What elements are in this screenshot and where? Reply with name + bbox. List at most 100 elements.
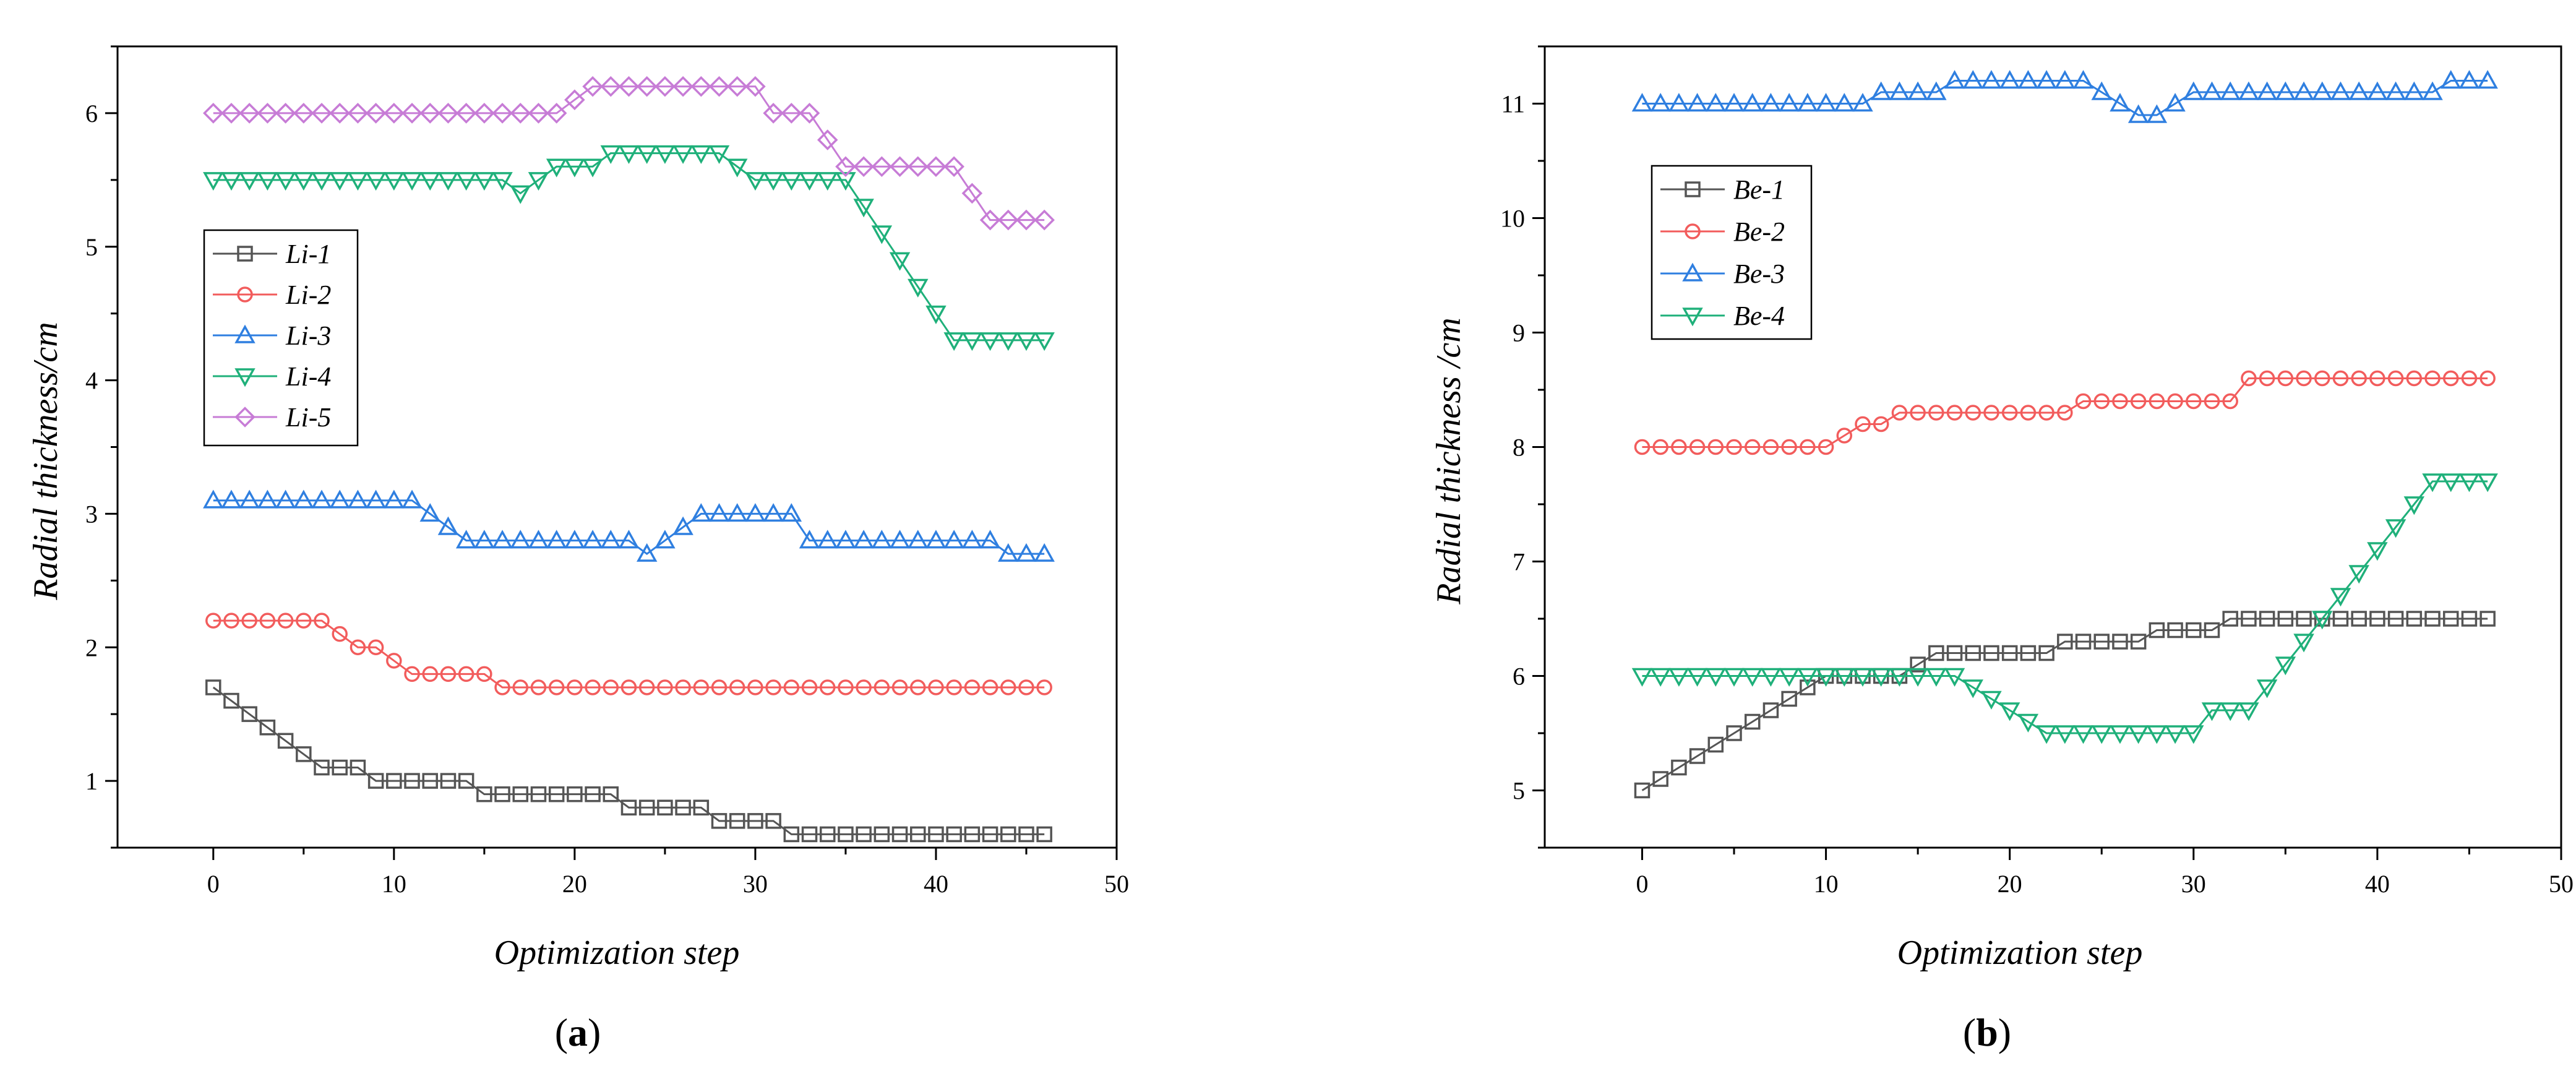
data-point (799, 530, 820, 549)
x-tick-label: 50 (1104, 870, 1129, 898)
series-line-li-4 (213, 152, 1045, 342)
x-tick-label: 30 (2181, 870, 2206, 898)
data-point (2275, 81, 2296, 100)
data-point (241, 613, 257, 629)
data-point (961, 530, 983, 549)
data-point (474, 172, 495, 191)
data-point (2422, 473, 2443, 493)
data-point (476, 666, 492, 682)
y-tick-label: 2 (85, 634, 98, 661)
data-point (582, 530, 603, 549)
data-point (2387, 611, 2404, 627)
data-point (907, 156, 929, 178)
data-point (799, 103, 820, 124)
data-point (350, 759, 366, 776)
data-point (2057, 405, 2073, 421)
data-point (1797, 93, 1818, 112)
data-point (1999, 702, 2020, 721)
data-point (329, 103, 350, 124)
data-point (419, 172, 440, 191)
data-point (2001, 405, 2018, 421)
data-point (347, 489, 369, 509)
data-point (564, 158, 585, 178)
data-point (494, 679, 510, 695)
data-point (1668, 93, 1689, 112)
data-point (2093, 393, 2110, 410)
data-point (2220, 81, 2241, 100)
data-point (2017, 70, 2039, 89)
data-point (422, 773, 438, 789)
data-point (2146, 104, 2168, 123)
data-point (1652, 771, 1668, 787)
data-point (2406, 611, 2423, 627)
data-point (528, 103, 549, 124)
series-be-3 (1631, 70, 2498, 123)
data-point (1000, 679, 1016, 695)
data-point (1891, 405, 1908, 421)
data-point (801, 826, 818, 843)
data-point (455, 530, 477, 549)
data-point (1724, 668, 1745, 687)
x-tick-label: 20 (562, 870, 587, 898)
data-point (856, 826, 872, 843)
data-point (943, 332, 964, 351)
data-point (2001, 645, 2018, 661)
data-point (817, 129, 838, 150)
data-point (564, 89, 585, 111)
data-point (2256, 81, 2278, 100)
data-point (2330, 81, 2351, 100)
data-point (1965, 645, 1981, 661)
data-point (2477, 70, 2498, 89)
data-point (853, 156, 874, 178)
data-point (492, 172, 513, 191)
data-point (474, 530, 495, 549)
data-point (2406, 370, 2423, 387)
data-point (838, 679, 854, 695)
data-point (1762, 439, 1779, 455)
data-point (982, 679, 998, 695)
data-point (1707, 736, 1724, 753)
data-point (2112, 393, 2128, 410)
data-point (1946, 405, 1963, 421)
legend-marker (234, 368, 255, 387)
data-point (1036, 826, 1052, 843)
data-point (889, 156, 911, 178)
data-point (365, 172, 387, 191)
data-point (2385, 519, 2406, 538)
data-point (2020, 645, 2037, 661)
panel-label-a: (a) (555, 1010, 601, 1054)
legend: Be-1 Be-2 Be-3 Be-4 (1651, 165, 1813, 340)
data-point (510, 530, 531, 549)
data-point (512, 786, 529, 802)
data-point (2424, 611, 2441, 627)
data-point (2348, 565, 2369, 584)
data-point (2275, 656, 2296, 676)
data-point (2222, 393, 2238, 410)
data-point (2149, 622, 2165, 639)
data-point (2385, 81, 2406, 100)
series-line-be-4 (1642, 480, 2488, 734)
data-point (799, 172, 820, 191)
data-point (1944, 668, 1965, 687)
data-point (257, 103, 278, 124)
data-point (946, 826, 962, 843)
data-point (910, 679, 926, 695)
data-point (726, 158, 748, 178)
panel-a: Radial thickness/cm Optimization step (a… (27, 45, 1129, 1054)
data-point (259, 720, 276, 736)
data-point (1705, 93, 1727, 112)
data-point (329, 489, 350, 509)
data-point (2442, 370, 2459, 387)
legend-marker (1682, 308, 1703, 327)
data-point (600, 530, 622, 549)
data-point (386, 773, 402, 789)
data-point (2167, 393, 2183, 410)
data-point (729, 679, 745, 695)
data-point (2075, 634, 2092, 650)
x-tick-label: 0 (207, 870, 220, 898)
data-point (925, 530, 947, 549)
data-point (2479, 611, 2496, 627)
data-point (801, 679, 818, 695)
data-point (2296, 611, 2312, 627)
data-point (384, 172, 405, 191)
